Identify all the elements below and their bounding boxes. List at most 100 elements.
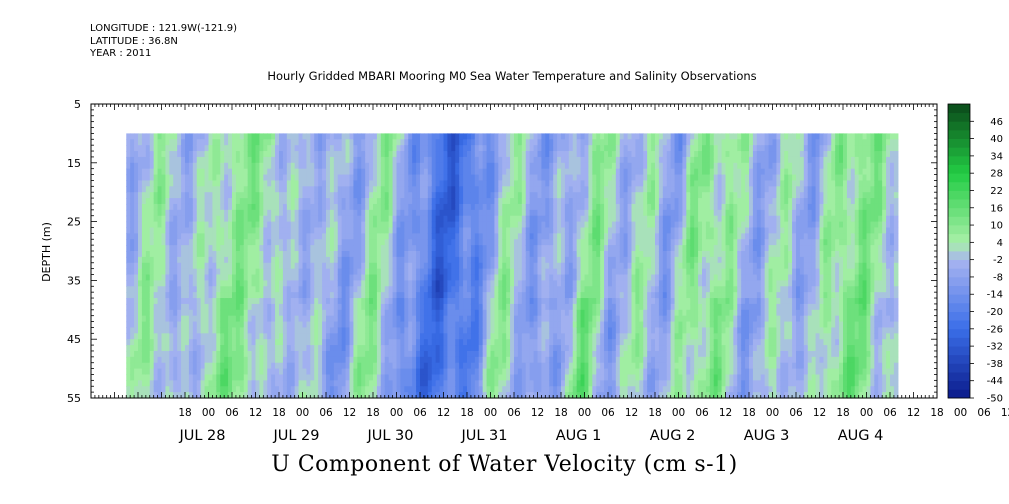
heatmap-cell [384,174,390,182]
heatmap-cell [329,309,335,317]
heatmap-cell [271,139,276,146]
heatmap-cell [416,268,421,276]
heatmap-cell [326,256,331,264]
heatmap-cell [267,374,272,381]
heatmap-cell [310,380,315,387]
heatmap-cell [200,345,206,352]
heatmap-cell [333,292,339,299]
heatmap-cell [302,215,308,223]
heatmap-cell [392,168,398,176]
heatmap-cell [310,186,315,193]
heatmap-cell [138,339,143,346]
heatmap-cell [455,174,460,182]
heatmap-cell [204,209,210,217]
heatmap-cell [451,139,456,146]
heatmap-cell [463,215,468,223]
heatmap-cell [349,168,355,176]
heatmap-cell [138,345,143,352]
heatmap-cell [329,345,335,352]
heatmap-cell [463,350,468,358]
heatmap-cell [525,180,531,187]
heatmap-cell [408,227,413,234]
heatmap-cell [474,215,480,223]
heatmap-cell [388,298,394,305]
heatmap-cell [130,221,135,229]
heatmap-cell [322,262,327,270]
heatmap-cell [318,380,323,387]
heatmap-cell [463,227,468,234]
heatmap-cell [412,374,417,381]
heatmap-cell [247,315,253,323]
heatmap-cell [408,168,413,176]
heatmap-cell [447,221,452,229]
heatmap-cell [235,198,241,205]
heatmap-cell [427,362,433,370]
heatmap-cell [173,174,178,182]
heatmap-cell [161,292,167,299]
heatmap-cell [396,139,402,146]
heatmap-cell [341,192,347,199]
heatmap-cell [470,303,476,311]
heatmap-cell [517,268,523,276]
heatmap-cell [235,209,241,217]
heatmap-cell [412,162,417,170]
heatmap-cell [306,333,311,340]
heatmap-cell [271,192,276,199]
heatmap-cell [141,245,147,252]
heatmap-cell [525,156,531,164]
heatmap-cell [357,345,362,352]
heatmap-cell [404,339,409,346]
heatmap-cell [412,392,417,399]
heatmap-cell [380,203,386,211]
heatmap-cell [514,151,519,158]
heatmap-cell [326,303,331,311]
heatmap-cell [510,233,515,240]
heatmap-cell [173,356,178,364]
heatmap-cell [196,174,202,182]
heatmap-cell [549,139,554,146]
heatmap-cell [529,139,535,146]
heatmap-cell [345,380,351,387]
heatmap-cell [537,162,543,170]
heatmap-cell [439,303,445,311]
heatmap-cell [290,298,296,305]
heatmap-cell [141,145,147,152]
heatmap-cell [431,251,437,258]
heatmap-cell [412,151,417,158]
heatmap-cell [474,145,480,152]
heatmap-cell [141,256,147,264]
heatmap-cell [455,256,460,264]
heatmap-cell [345,215,351,223]
heatmap-cell [451,162,456,170]
heatmap-cell [486,168,492,176]
heatmap-cell [341,239,347,246]
heatmap-cell [557,286,562,293]
heatmap-cell [380,333,386,340]
heatmap-cell [502,333,507,340]
heatmap-cell [282,327,288,334]
heatmap-cell [545,256,550,264]
heatmap-cell [463,392,468,399]
heatmap-cell [365,392,370,399]
heatmap-cell [380,233,386,240]
heatmap-cell [239,221,245,229]
heatmap-cell [239,256,245,264]
heatmap-cell [220,174,225,182]
heatmap-cell [130,145,135,152]
heatmap-cell [517,392,523,399]
heatmap-cell [467,180,472,187]
heatmap-cell [525,251,531,258]
heatmap-cell [216,262,221,270]
heatmap-cell [298,350,304,358]
heatmap-cell [337,345,343,352]
heatmap-cell [384,309,390,317]
heatmap-cell [439,162,445,170]
heatmap-cell [314,315,319,323]
heatmap-cell [130,315,135,323]
heatmap-cell [365,239,370,246]
heatmap-cell [271,221,276,229]
heatmap-cell [412,298,417,305]
heatmap-cell [431,274,437,281]
heatmap-cell [232,186,237,193]
heatmap-cell [185,274,190,281]
